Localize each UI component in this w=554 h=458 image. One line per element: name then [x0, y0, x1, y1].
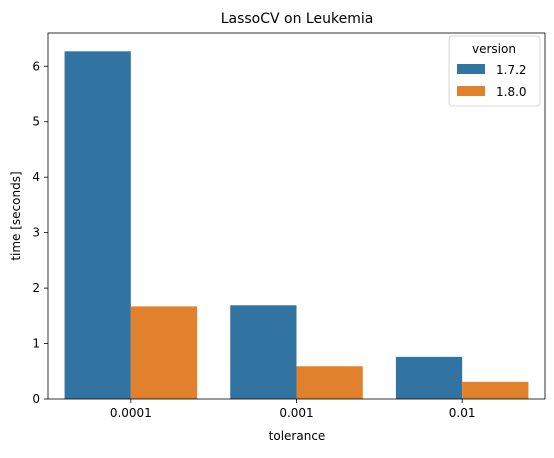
bar-1-7-2-0-01 — [395, 356, 463, 399]
x-axis-label: tolerance — [269, 429, 326, 443]
y-axis: 0 1 2 3 4 5 6 — [32, 59, 48, 406]
y-tick-label: 3 — [32, 226, 40, 240]
plot-frame — [47, 32, 546, 400]
y-tick-label: 6 — [32, 59, 40, 73]
y-tick-label: 2 — [32, 281, 40, 295]
bar-1-7-2-0-0001 — [64, 51, 131, 400]
bar-1-8-0-0-01 — [462, 381, 529, 399]
y-tick-label: 1 — [32, 337, 40, 351]
bars-group — [64, 51, 529, 400]
x-tick-label: 0.0001 — [110, 406, 152, 420]
x-axis: 0.0001 0.001 0.01 — [110, 399, 476, 420]
y-tick-label: 0 — [32, 392, 40, 406]
legend-label: 1.7.2 — [496, 63, 527, 77]
x-tick-label: 0.01 — [449, 406, 476, 420]
legend-label: 1.8.0 — [496, 85, 527, 99]
y-axis-label: time [seconds] — [9, 171, 23, 260]
bar-1-7-2-0-001 — [230, 305, 297, 399]
legend-title: version — [472, 42, 516, 56]
bar-1-8-0-0-0001 — [130, 306, 198, 399]
legend-swatch — [457, 64, 485, 74]
legend-swatch — [457, 86, 485, 96]
y-tick-label: 4 — [32, 170, 40, 184]
y-tick-label: 5 — [32, 115, 40, 129]
x-tick-label: 0.001 — [279, 406, 313, 420]
chart-title: LassoCV on Leukemia — [221, 11, 374, 27]
bar-1-8-0-0-001 — [296, 366, 363, 399]
legend: version 1.7.2 1.8.0 — [448, 35, 541, 107]
